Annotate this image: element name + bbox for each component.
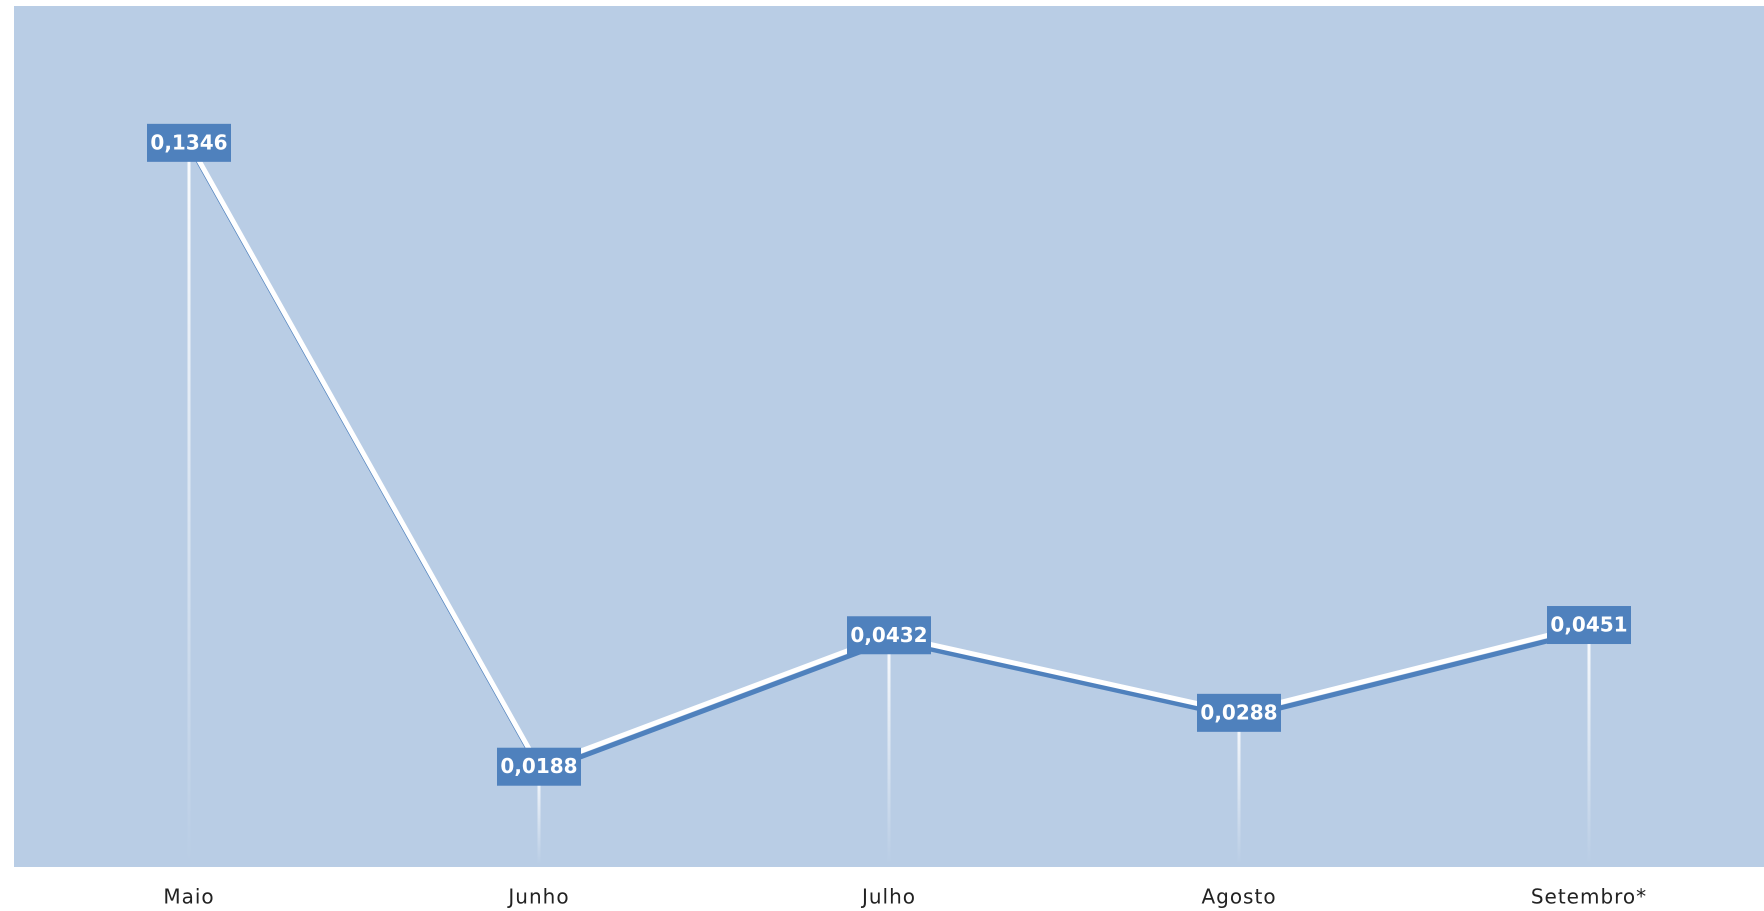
value-label-box [497, 747, 581, 786]
value-label: 0,0432 [850, 623, 927, 647]
x-tick-label: Setembro* [1531, 885, 1647, 909]
drop-line [1587, 625, 1591, 864]
drop-line [187, 142, 191, 864]
value-label-box [847, 616, 931, 655]
x-tick-label: Julho [860, 885, 916, 909]
value-label-box [1197, 693, 1281, 732]
x-tick-label: Junho [506, 885, 569, 909]
drop-line [537, 766, 541, 864]
value-label: 0,0188 [500, 754, 577, 778]
value-label: 0,0288 [1200, 700, 1277, 724]
drop-line [1237, 712, 1241, 864]
x-tick-label: Agosto [1201, 885, 1276, 909]
value-label: 0,1346 [150, 130, 227, 154]
value-label-box [1547, 606, 1631, 645]
value-label-box [147, 123, 231, 162]
drop-line [887, 635, 891, 864]
value-label: 0,0451 [1550, 613, 1627, 637]
x-tick-label: Maio [163, 885, 214, 909]
